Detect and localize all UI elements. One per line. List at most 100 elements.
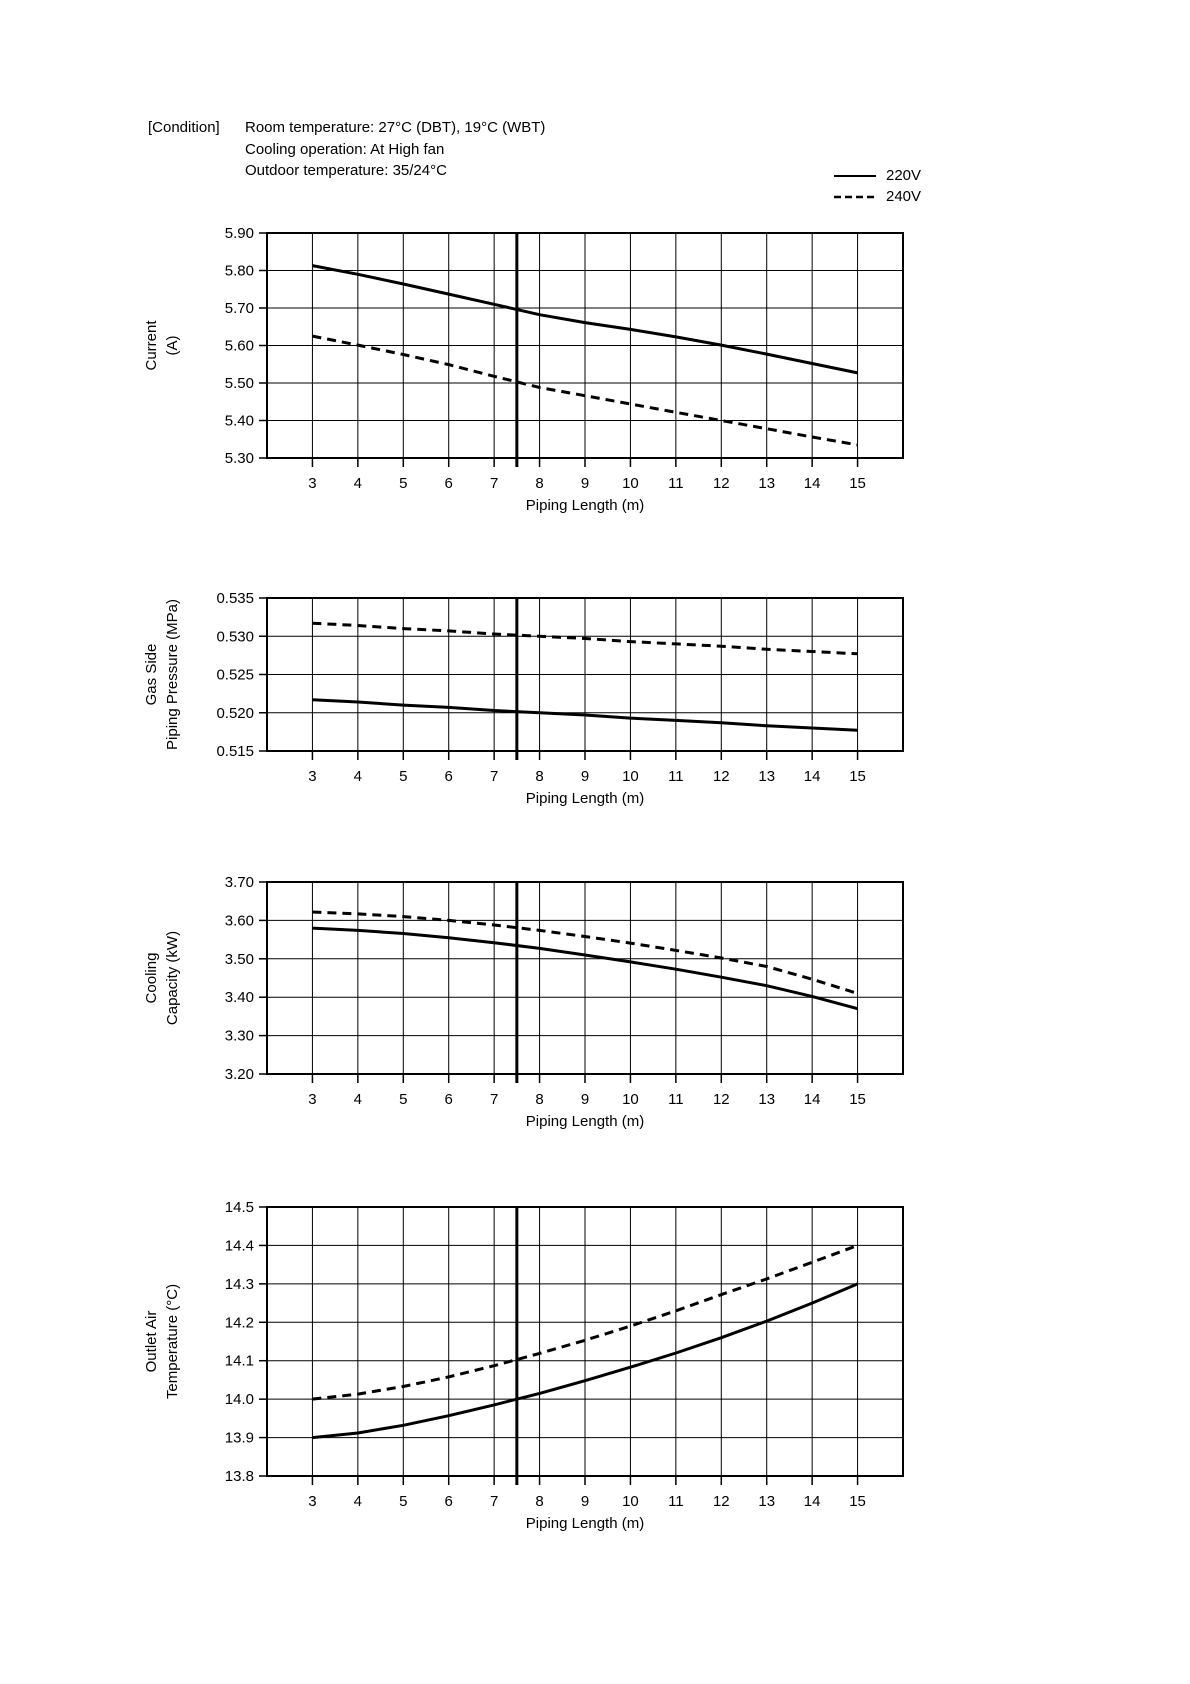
y-tick-label: 14.2 bbox=[225, 1314, 254, 1331]
y-tick-label: 14.0 bbox=[225, 1391, 254, 1408]
y-tick-label: 14.1 bbox=[225, 1353, 254, 1370]
x-tick-label: 9 bbox=[581, 1091, 589, 1108]
y-tick-label: 13.8 bbox=[225, 1468, 254, 1485]
y-tick-label: 5.60 bbox=[225, 338, 254, 355]
y-tick-label: 3.60 bbox=[225, 912, 254, 929]
x-tick-label: 7 bbox=[490, 475, 498, 492]
plot-border bbox=[266, 232, 904, 459]
condition-line-room-temperature: Room temperature: 27°C (DBT), 19°C (WBT) bbox=[245, 119, 546, 136]
x-tick-label: 12 bbox=[713, 1493, 730, 1510]
y-tick-label: 5.40 bbox=[225, 413, 254, 430]
legend-item-220v: 220V bbox=[833, 165, 921, 186]
x-tick-label: 8 bbox=[535, 1091, 543, 1108]
condition-block: [Condition] Room temperature: 27°C (DBT)… bbox=[148, 117, 545, 182]
y-tick-label: 0.530 bbox=[216, 628, 254, 645]
x-tick-label: 8 bbox=[535, 768, 543, 785]
x-tick-label: 11 bbox=[668, 768, 684, 785]
x-tick-label: 7 bbox=[490, 1091, 498, 1108]
x-axis-title: Piping Length (m) bbox=[526, 1515, 644, 1532]
y-axis-title-line: Outlet Air bbox=[143, 1311, 160, 1373]
x-tick-label: 14 bbox=[804, 768, 821, 785]
x-tick-label: 14 bbox=[804, 1091, 821, 1108]
legend-dashed-line-icon bbox=[834, 195, 876, 198]
legend-label-220v: 220V bbox=[886, 167, 922, 184]
y-tick-label: 0.535 bbox=[216, 590, 254, 607]
x-tick-label: 8 bbox=[535, 1493, 543, 1510]
y-tick-label: 3.70 bbox=[225, 874, 254, 891]
series-240v-line bbox=[312, 1243, 859, 1401]
x-tick-label: 9 bbox=[581, 1493, 589, 1510]
x-tick-label: 4 bbox=[354, 475, 362, 492]
x-tick-label: 6 bbox=[445, 768, 453, 785]
x-axis-title: Piping Length (m) bbox=[526, 1113, 644, 1130]
y-tick-label: 0.525 bbox=[216, 667, 254, 684]
y-tick-label: 5.50 bbox=[225, 375, 254, 392]
y-axis-title-line: Piping Pressure (MPa) bbox=[164, 599, 181, 750]
y-tick-label: 14.4 bbox=[225, 1237, 254, 1254]
x-tick-label: 11 bbox=[668, 475, 684, 492]
x-tick-label: 3 bbox=[308, 475, 316, 492]
x-tick-label: 8 bbox=[535, 475, 543, 492]
plot-border bbox=[266, 1206, 904, 1477]
condition-lines: Room temperature: 27°C (DBT), 19°C (WBT)… bbox=[245, 117, 545, 182]
x-tick-label: 5 bbox=[399, 1091, 407, 1108]
x-tick-label: 14 bbox=[804, 475, 821, 492]
x-tick-label: 10 bbox=[622, 1493, 639, 1510]
x-tick-label: 6 bbox=[445, 475, 453, 492]
series-220v-line bbox=[312, 264, 858, 375]
x-tick-label: 15 bbox=[849, 1091, 866, 1108]
condition-line-outdoor-temperature: Outdoor temperature: 35/24°C bbox=[245, 162, 447, 179]
x-tick-label: 12 bbox=[713, 475, 730, 492]
x-tick-label: 15 bbox=[849, 768, 866, 785]
x-tick-label: 10 bbox=[622, 768, 639, 785]
x-tick-label: 4 bbox=[354, 1493, 362, 1510]
x-tick-label: 3 bbox=[308, 1091, 316, 1108]
x-tick-label: 15 bbox=[849, 1493, 866, 1510]
series-240v-line bbox=[312, 910, 859, 995]
legend-label-240v: 240V bbox=[886, 188, 922, 205]
y-axis-title-line: (A) bbox=[164, 336, 181, 356]
x-tick-label: 4 bbox=[354, 1091, 362, 1108]
x-tick-label: 13 bbox=[758, 475, 775, 492]
y-axis-title-line: Capacity (kW) bbox=[164, 931, 181, 1025]
x-tick-label: 5 bbox=[399, 1493, 407, 1510]
y-tick-label: 3.20 bbox=[225, 1066, 254, 1083]
legend-solid-line-icon bbox=[834, 174, 876, 177]
y-tick-label: 13.9 bbox=[225, 1430, 254, 1447]
legend-item-240v: 240V bbox=[833, 186, 921, 207]
x-axis-title: Piping Length (m) bbox=[526, 497, 644, 514]
x-tick-label: 6 bbox=[445, 1493, 453, 1510]
series-220v-line bbox=[312, 926, 858, 1011]
y-tick-label: 5.90 bbox=[225, 225, 254, 242]
y-axis-title-line: Current bbox=[143, 320, 160, 371]
series-240v-line bbox=[312, 621, 858, 656]
y-tick-label: 5.80 bbox=[225, 263, 254, 280]
x-tick-label: 15 bbox=[849, 475, 866, 492]
x-tick-label: 10 bbox=[622, 1091, 639, 1108]
x-tick-label: 10 bbox=[622, 475, 639, 492]
x-tick-label: 12 bbox=[713, 768, 730, 785]
x-tick-label: 14 bbox=[804, 1493, 821, 1510]
y-axis-title-line: Cooling bbox=[143, 953, 160, 1004]
x-tick-label: 12 bbox=[713, 1091, 730, 1108]
plot-border bbox=[266, 881, 904, 1075]
condition-line-cooling-operation: Cooling operation: At High fan bbox=[245, 140, 445, 158]
x-tick-label: 3 bbox=[308, 768, 316, 785]
x-tick-label: 9 bbox=[581, 768, 589, 785]
plot-border bbox=[266, 597, 904, 752]
y-axis-title-line: Temperature (°C) bbox=[164, 1284, 181, 1399]
x-tick-label: 13 bbox=[758, 1493, 775, 1510]
x-tick-label: 7 bbox=[490, 768, 498, 785]
x-tick-label: 13 bbox=[758, 1091, 775, 1108]
x-tick-label: 5 bbox=[399, 768, 407, 785]
condition-label: [Condition] bbox=[148, 119, 220, 136]
x-tick-label: 9 bbox=[581, 475, 589, 492]
series-240v-line bbox=[312, 334, 858, 447]
x-axis-title: Piping Length (m) bbox=[526, 790, 644, 807]
y-tick-label: 3.50 bbox=[225, 951, 254, 968]
series-220v-line bbox=[312, 698, 858, 732]
y-tick-label: 3.30 bbox=[225, 1028, 254, 1045]
legend: 220V 240V bbox=[833, 165, 921, 207]
